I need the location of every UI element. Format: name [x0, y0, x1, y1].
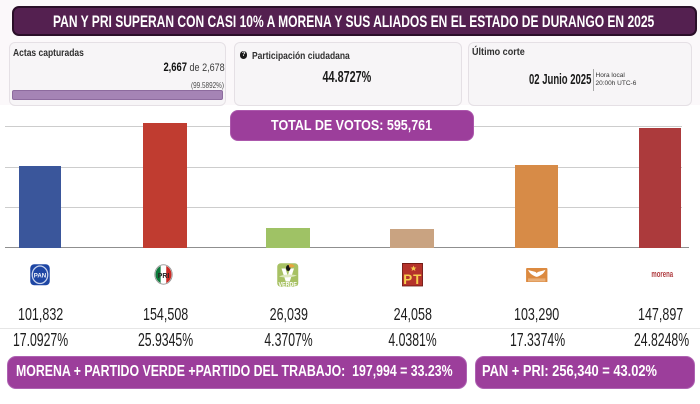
svg-text:PAN: PAN	[34, 273, 47, 280]
svg-text:VERDE: VERDE	[279, 282, 298, 287]
svg-text:T: T	[413, 272, 422, 286]
svg-text:P: P	[403, 272, 412, 286]
svg-text:PRI: PRI	[158, 270, 170, 279]
